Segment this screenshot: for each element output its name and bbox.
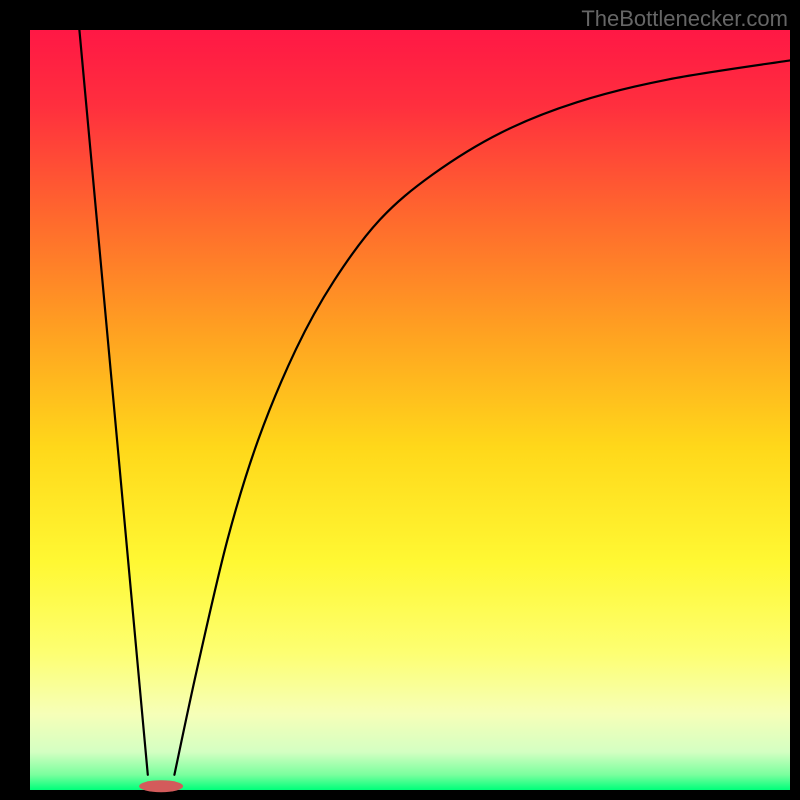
watermark-text: TheBottlenecker.com: [581, 6, 788, 32]
chart-container: TheBottlenecker.com: [0, 0, 800, 800]
bottleneck-chart: [0, 0, 800, 800]
